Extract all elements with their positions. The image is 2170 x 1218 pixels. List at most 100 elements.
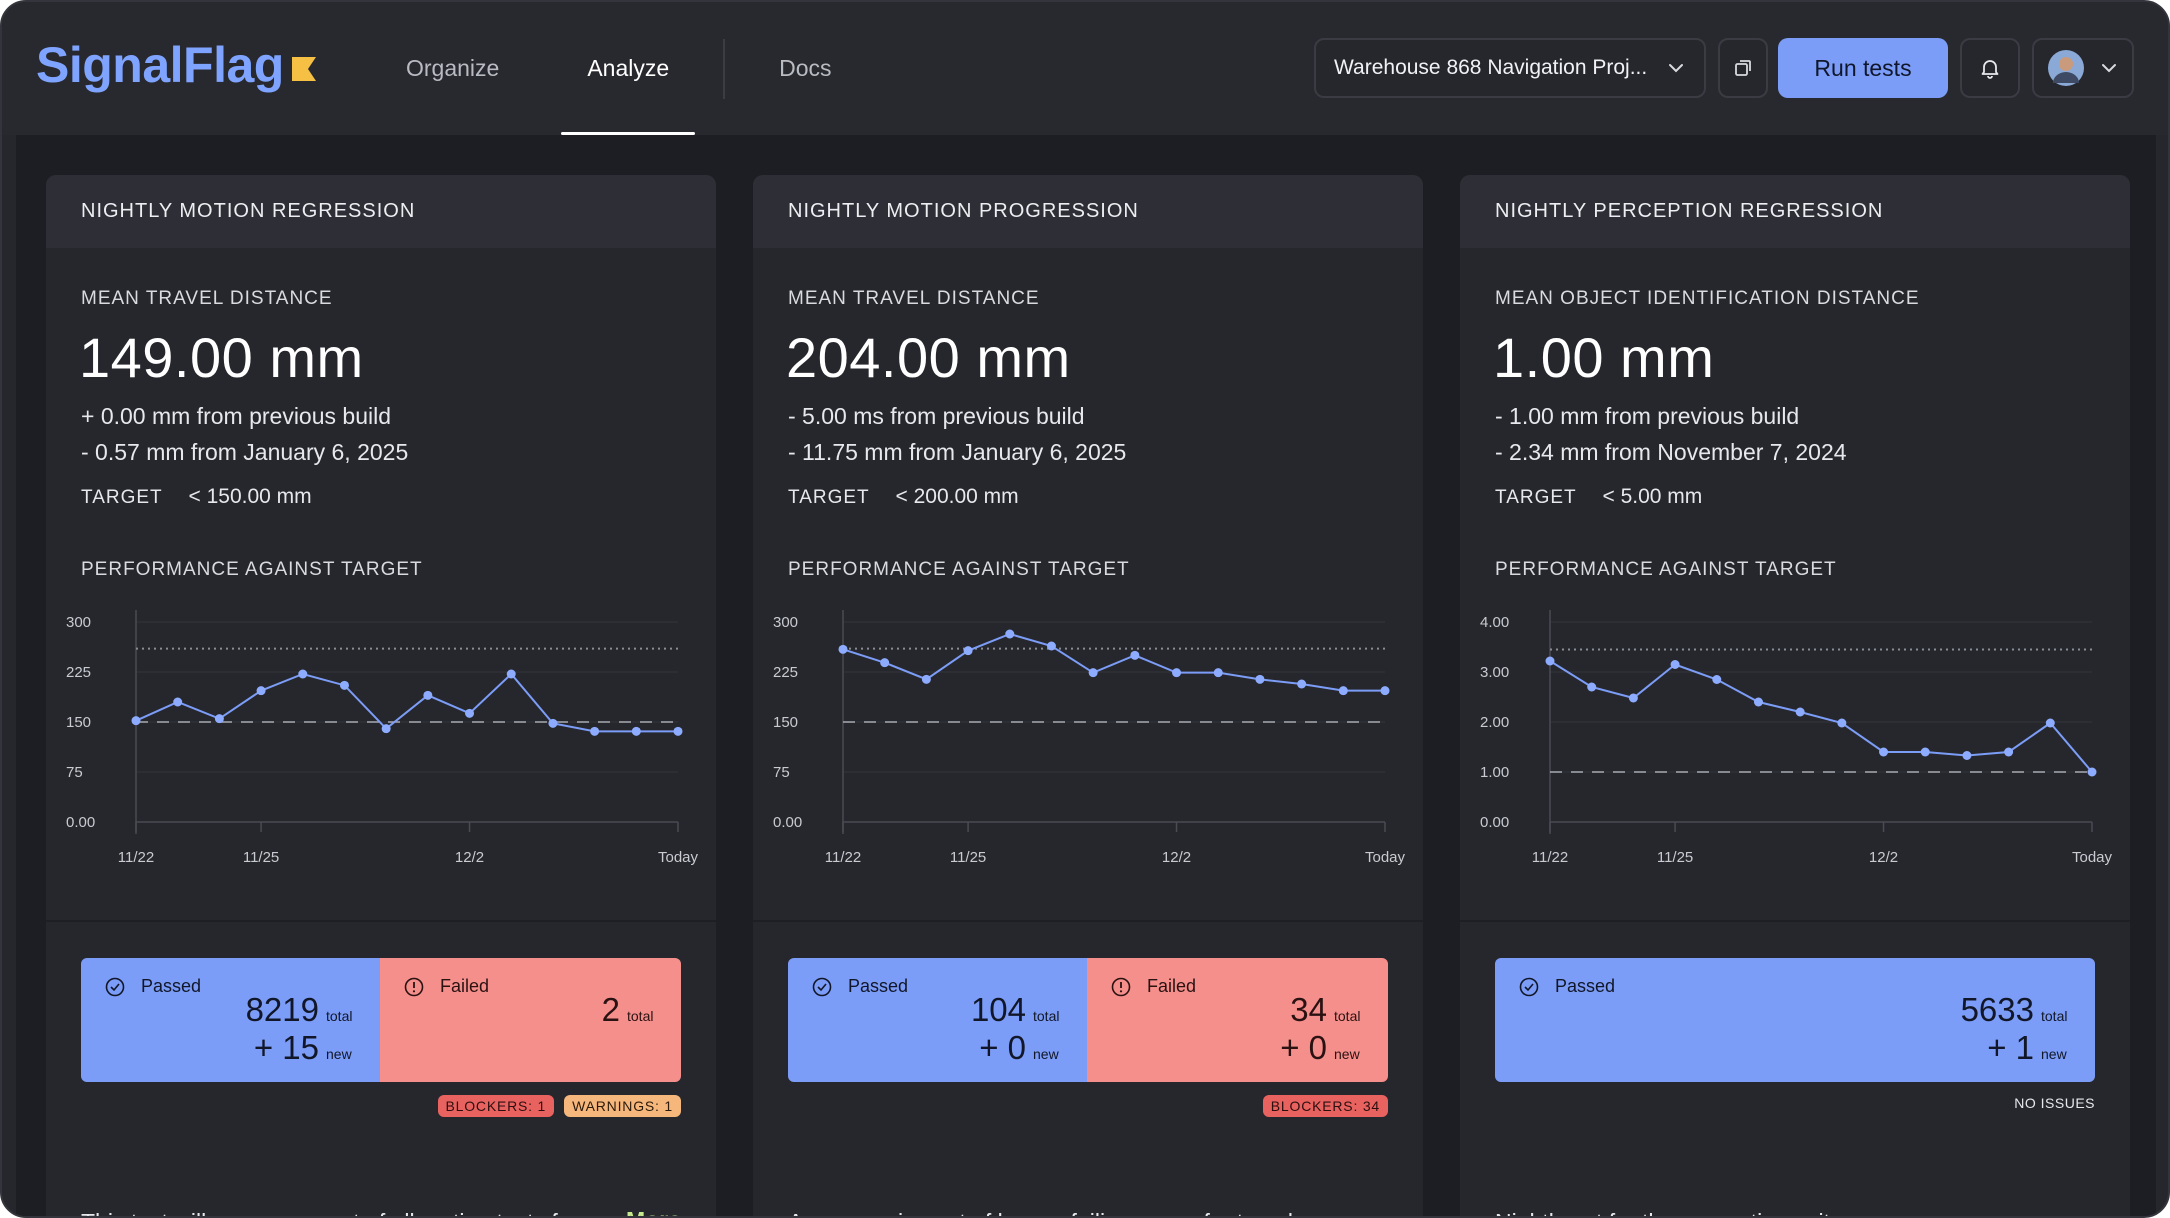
data-point (880, 658, 890, 668)
target-value: < 200.00 mm (895, 485, 1019, 508)
failed-title: Failed (404, 976, 489, 997)
data-point (2087, 767, 2097, 777)
data-point (1380, 686, 1390, 696)
y-tick-label: 0.00 (773, 814, 802, 831)
total-suffix: total (1033, 1008, 1060, 1024)
target-row: TARGET < 150.00 mm (81, 485, 312, 509)
alert-circle-icon (1111, 977, 1131, 996)
nav-organize[interactable]: Organize (406, 55, 500, 81)
nav-analyze[interactable]: Analyze (543, 2, 713, 135)
perf-label: PERFORMANCE AGAINST TARGET (81, 559, 423, 580)
data-point (214, 714, 224, 724)
failed-block[interactable]: Failed 2 total (380, 958, 681, 1082)
passed-block[interactable]: Passed 104 total + 0 new (788, 958, 1087, 1082)
more-link[interactable]: More (626, 1207, 681, 1216)
metric-value: 204.00 mm (786, 326, 1071, 389)
check-circle-icon (105, 977, 125, 996)
x-tick-label: Today (2072, 849, 2113, 866)
passed-title: Passed (105, 976, 201, 997)
passed-counts: 5633 total + 1 new (1961, 993, 2071, 1070)
y-tick-label: 150 (773, 714, 798, 731)
delta-previous: - 5.00 ms from previous build (788, 403, 1085, 429)
data-point (590, 726, 600, 736)
y-tick-label: 0.00 (1480, 814, 1509, 831)
main-nav: Organize Analyze Docs (362, 2, 876, 135)
passed-total: 8219 (245, 991, 319, 1028)
logo[interactable]: SignalFlag (36, 36, 318, 94)
y-tick-label: 75 (773, 764, 790, 781)
user-menu[interactable] (2032, 38, 2134, 98)
passed-new: + 1 (1987, 1029, 2034, 1066)
copy-button[interactable] (1718, 38, 1768, 98)
data-point (298, 669, 308, 679)
target-label: TARGET (81, 487, 163, 508)
target-label: TARGET (1495, 487, 1577, 508)
data-point (1338, 686, 1348, 696)
y-tick-label: 1.00 (1480, 764, 1509, 781)
failed-counts: 2 total (602, 993, 657, 1032)
passed-counts: 8219 total + 15 new (245, 991, 356, 1070)
issue-badges: BLOCKERS: 1 WARNINGS: 1 (437, 1095, 681, 1117)
divider (753, 920, 1423, 922)
data-point (631, 726, 641, 736)
data-point (2004, 747, 2014, 757)
data-point (1088, 668, 1098, 678)
passed-label: Passed (848, 976, 909, 996)
data-point (423, 690, 433, 700)
delta-previous: - 1.00 mm from previous build (1495, 403, 1800, 429)
metric-label: MEAN TRAVEL DISTANCE (81, 288, 333, 309)
passed-title: Passed (1519, 976, 1615, 997)
total-suffix: total (1334, 1008, 1361, 1024)
failed-block[interactable]: Failed 34 total + 0 new (1087, 958, 1388, 1082)
new-suffix: new (326, 1046, 352, 1062)
target-row: TARGET < 200.00 mm (788, 485, 1019, 509)
target-value: < 150.00 mm (188, 485, 312, 508)
data-point (921, 674, 931, 684)
data-point (1255, 674, 1265, 684)
performance-chart: 300 225 150 75 0.00 11/22 11/25 12/2 Today (66, 610, 699, 866)
card-title[interactable]: NIGHTLY MOTION PROGRESSION (753, 175, 1423, 248)
no-issues-label: NO ISSUES (2014, 1095, 2095, 1111)
total-suffix: total (2041, 1008, 2068, 1024)
chevron-down-icon (2102, 64, 2116, 73)
suite-description: This test will run a superset of all mot… (81, 1207, 601, 1216)
card-title[interactable]: NIGHTLY MOTION REGRESSION (46, 175, 716, 248)
data-point (673, 726, 683, 736)
passed-block[interactable]: Passed 5633 total + 1 new (1495, 958, 2095, 1082)
y-tick-label: 4.00 (1480, 614, 1509, 631)
warnings-badge[interactable]: WARNINGS: 1 (564, 1095, 681, 1117)
y-tick-label: 300 (773, 614, 798, 631)
y-tick-label: 75 (66, 764, 83, 781)
new-suffix: new (1033, 1046, 1059, 1062)
notifications-button[interactable] (1960, 38, 2020, 98)
top-bar: SignalFlag Organize Analyze Docs Warehou… (2, 2, 2168, 135)
delta-previous: + 0.00 mm from previous build (81, 403, 391, 429)
x-tick-label: 11/22 (118, 849, 154, 866)
passed-title: Passed (812, 976, 908, 997)
passed-block[interactable]: Passed 8219 total + 15 new (81, 958, 380, 1082)
delta-baseline: - 0.57 mm from January 6, 2025 (81, 439, 409, 465)
x-tick-label: 11/25 (1657, 849, 1693, 866)
divider (1460, 920, 2130, 922)
performance-chart: 300 225 150 75 0.00 11/22 11/25 12/2 Today (773, 610, 1406, 866)
data-point (838, 644, 848, 654)
blockers-badge[interactable]: BLOCKERS: 1 (437, 1095, 555, 1117)
run-tests-button[interactable]: Run tests (1778, 38, 1948, 98)
y-tick-label: 3.00 (1480, 664, 1509, 681)
failed-label: Failed (1147, 976, 1197, 996)
blockers-badge[interactable]: BLOCKERS: 34 (1262, 1095, 1388, 1117)
suite-description: A progression set of known failing cases… (788, 1207, 1348, 1216)
data-point (1920, 747, 1930, 757)
card-title[interactable]: NIGHTLY PERCEPTION REGRESSION (1460, 175, 2130, 248)
dashboard: NIGHTLY MOTION REGRESSION MEAN TRAVEL DI… (16, 135, 2156, 1216)
passed-total: 104 (970, 991, 1026, 1028)
project-select[interactable]: Warehouse 868 Navigation Proj... (1314, 38, 1706, 98)
x-tick-label: 11/22 (1532, 849, 1568, 866)
x-tick-label: 11/22 (825, 849, 861, 866)
suite-description: Nightly set for the perception suite (1495, 1207, 2015, 1216)
data-point (1545, 656, 1555, 666)
copy-icon (1735, 60, 1751, 76)
performance-chart: 4.00 3.00 2.00 1.00 0.00 11/22 11/25 12/2 Today (1480, 610, 2113, 866)
nav-docs[interactable]: Docs (779, 55, 832, 81)
data-point (506, 669, 516, 679)
